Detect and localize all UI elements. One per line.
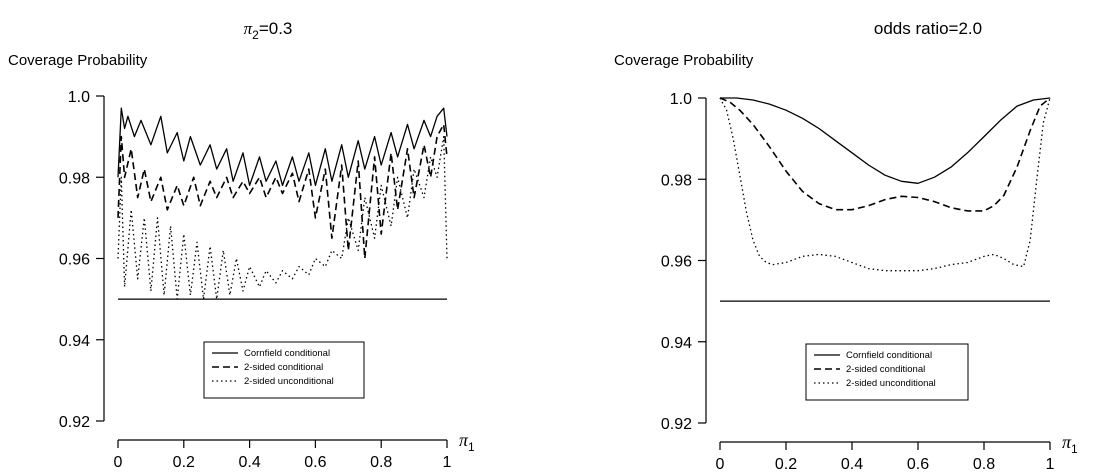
x-tick-label: 0.2 [775,456,797,473]
x-tick-label: 0.4 [841,456,863,473]
title-symbol: π [244,19,253,38]
y-tick-label: 0.92 [661,416,692,433]
x-tick-label: 1 [1046,456,1055,473]
x-tick-label: 0.8 [370,454,392,471]
y-tick-label: 0.98 [59,170,90,187]
y-tick-label: 1.0 [68,89,90,106]
series-line-solid [720,97,1051,184]
y-tick-label: 1.0 [670,91,692,108]
y-axis-label: Coverage Probability [8,52,148,69]
title-text: =0.3 [259,19,293,38]
y-tick-label: 0.98 [661,172,692,189]
y-tick-label: 0.96 [661,254,692,271]
series-line-dotted [719,97,1051,272]
legend-label: Cornfield conditional [846,350,932,361]
legend-label: 2-sided conditional [244,362,323,373]
x-tick-label: 0.8 [973,456,995,473]
legend-box [203,341,365,399]
series-line-dotted [117,135,448,300]
legend-label: 2-sided unconditional [846,378,936,389]
x-axis-label: π1 [1062,432,1078,456]
y-tick-label: 0.92 [59,414,90,431]
series-line-dashed [719,97,1051,212]
x-tick-label: 0.4 [238,454,260,471]
x-label-subscript: 1 [1071,442,1078,456]
x-label-symbol: π [1062,432,1072,452]
x-tick-label: 0.2 [173,454,195,471]
chart-title: π2=0.3 [244,19,293,42]
x-tick-label: 0.6 [304,454,326,471]
x-tick-label: 1 [443,454,452,471]
x-tick-label: 0.6 [907,456,929,473]
legend-label: 2-sided conditional [846,364,925,375]
legend-box [805,343,969,401]
series-line-solid [117,107,448,187]
title-subscript: 2 [252,28,259,42]
x-tick-label: 0 [716,456,725,473]
legend-label: Cornfield conditional [244,348,330,359]
y-tick-label: 0.94 [59,333,90,350]
series-line-dashed [117,123,448,260]
chart-title: odds ratio=2.0 [874,19,982,38]
y-tick-label: 0.96 [59,252,90,269]
panel-odds-ratio-2.0: odds ratio=2.0 Coverage Probability 0.92 0.… [614,19,1078,473]
x-label-subscript: 1 [468,440,475,454]
x-label-symbol: π [459,430,469,450]
legend: Cornfield conditional 2-sided conditional… [805,343,969,401]
y-tick-label: 0.94 [661,335,692,352]
legend-label: 2-sided unconditional [244,376,334,387]
y-axis-label: Coverage Probability [614,52,754,69]
x-axis-label: π1 [459,430,475,454]
legend: Cornfield conditional 2-sided conditional… [203,341,365,399]
x-tick-label: 0 [114,454,123,471]
